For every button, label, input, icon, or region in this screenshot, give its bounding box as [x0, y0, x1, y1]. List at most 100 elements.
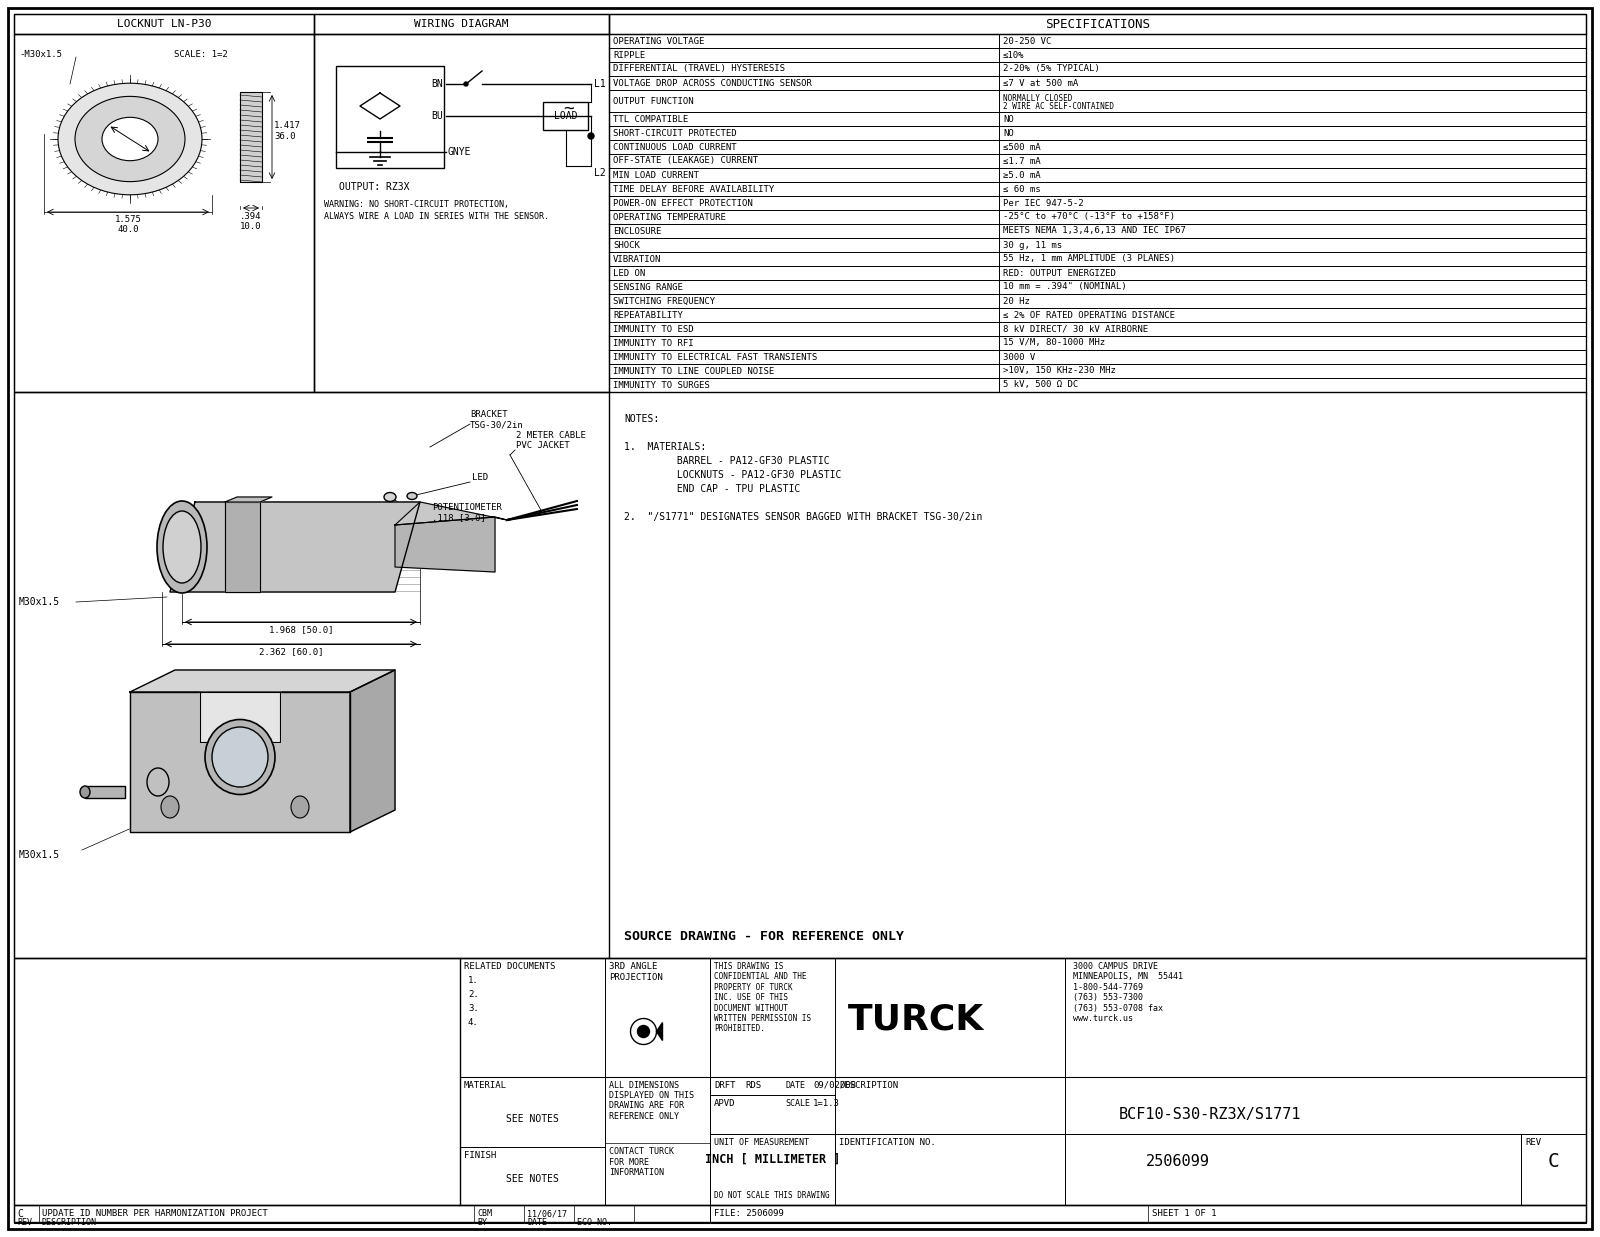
Text: ECO NO.: ECO NO.	[578, 1218, 611, 1227]
Text: 1.  MATERIALS:: 1. MATERIALS:	[624, 442, 706, 452]
Text: POTENTIOMETER
.118 [3.0]: POTENTIOMETER .118 [3.0]	[432, 502, 502, 522]
Text: TIME DELAY BEFORE AVAILABILITY: TIME DELAY BEFORE AVAILABILITY	[613, 184, 774, 193]
Text: DATE: DATE	[786, 1081, 805, 1090]
Text: UPDATE ID NUMBER PER HARMONIZATION PROJECT: UPDATE ID NUMBER PER HARMONIZATION PROJE…	[42, 1210, 267, 1218]
Text: ≤500 mA: ≤500 mA	[1003, 142, 1040, 151]
Text: OUTPUT FUNCTION: OUTPUT FUNCTION	[613, 96, 694, 105]
Polygon shape	[226, 502, 259, 593]
Text: 8 kV DIRECT/ 30 kV AIRBORNE: 8 kV DIRECT/ 30 kV AIRBORNE	[1003, 324, 1149, 334]
Bar	[610, 14, 1586, 33]
Text: SHOCK: SHOCK	[613, 240, 640, 250]
Text: >10V, 150 KHz-230 MHz: >10V, 150 KHz-230 MHz	[1003, 366, 1115, 376]
Text: 1=1.3: 1=1.3	[813, 1098, 840, 1107]
Text: RDS: RDS	[746, 1081, 762, 1090]
Ellipse shape	[102, 118, 158, 161]
Text: UNIT OF MEASUREMENT: UNIT OF MEASUREMENT	[714, 1138, 810, 1148]
Text: SEE NOTES: SEE NOTES	[506, 1174, 558, 1184]
Circle shape	[464, 82, 467, 87]
Text: BU: BU	[432, 111, 443, 121]
Text: 11/06/17: 11/06/17	[526, 1210, 566, 1218]
Text: NOTES:: NOTES:	[624, 414, 659, 424]
Text: 2.: 2.	[467, 990, 478, 999]
Text: WARNING: NO SHORT-CIRCUIT PROTECTION,: WARNING: NO SHORT-CIRCUIT PROTECTION,	[323, 200, 509, 209]
Ellipse shape	[291, 795, 309, 818]
Polygon shape	[395, 502, 507, 524]
Text: L1: L1	[594, 79, 606, 89]
Polygon shape	[170, 502, 419, 593]
Text: ≤ 60 ms: ≤ 60 ms	[1003, 184, 1040, 193]
Text: BRACKET
TSG-30/2in: BRACKET TSG-30/2in	[470, 409, 523, 429]
Text: IMMUNITY TO LINE COUPLED NOISE: IMMUNITY TO LINE COUPLED NOISE	[613, 366, 774, 376]
Text: 09/02/08: 09/02/08	[813, 1081, 856, 1090]
Ellipse shape	[384, 492, 397, 501]
Polygon shape	[130, 691, 350, 833]
Bar	[14, 14, 314, 33]
Text: 30 g, 11 ms: 30 g, 11 ms	[1003, 240, 1062, 250]
Text: Per IEC 947-5-2: Per IEC 947-5-2	[1003, 198, 1083, 208]
Text: C: C	[18, 1209, 22, 1218]
Text: MEETS NEMA 1,3,4,6,13 AND IEC IP67: MEETS NEMA 1,3,4,6,13 AND IEC IP67	[1003, 226, 1186, 235]
Text: 2.362 [60.0]: 2.362 [60.0]	[259, 647, 323, 656]
Polygon shape	[350, 670, 395, 833]
Text: 2.  "/S1771" DESIGNATES SENSOR BAGGED WITH BRACKET TSG-30/2in: 2. "/S1771" DESIGNATES SENSOR BAGGED WIT…	[624, 512, 982, 522]
Text: INCH [ MILLIMETER ]: INCH [ MILLIMETER ]	[706, 1153, 840, 1165]
Text: C: C	[1547, 1153, 1560, 1171]
Text: 2 METER CABLE
PVC JACKET: 2 METER CABLE PVC JACKET	[515, 430, 586, 450]
Text: OFF-STATE (LEAKAGE) CURRENT: OFF-STATE (LEAKAGE) CURRENT	[613, 157, 758, 166]
Text: RIPPLE: RIPPLE	[613, 51, 645, 59]
Text: SHEET 1 OF 1: SHEET 1 OF 1	[1152, 1209, 1216, 1218]
Bar	[14, 1205, 1586, 1222]
Text: MIN LOAD CURRENT: MIN LOAD CURRENT	[613, 171, 699, 179]
Text: CBM: CBM	[477, 1210, 493, 1218]
Text: ENCLOSURE: ENCLOSURE	[613, 226, 661, 235]
Circle shape	[637, 1025, 650, 1038]
Text: TTL COMPATIBLE: TTL COMPATIBLE	[613, 115, 688, 124]
Ellipse shape	[147, 768, 170, 795]
Text: 4.: 4.	[467, 1018, 478, 1027]
Text: SWITCHING FREQUENCY: SWITCHING FREQUENCY	[613, 297, 715, 306]
Text: M30x1.5: M30x1.5	[19, 597, 61, 607]
Text: 3000 V: 3000 V	[1003, 353, 1035, 361]
Text: RELATED DOCUMENTS: RELATED DOCUMENTS	[464, 962, 555, 971]
Text: GNYE: GNYE	[448, 147, 472, 157]
Text: SOURCE DRAWING - FOR REFERENCE ONLY: SOURCE DRAWING - FOR REFERENCE ONLY	[624, 930, 904, 943]
Text: SHORT-CIRCUIT PROTECTED: SHORT-CIRCUIT PROTECTED	[613, 129, 736, 137]
Text: POWER-ON EFFECT PROTECTION: POWER-ON EFFECT PROTECTION	[613, 198, 752, 208]
Bar	[14, 392, 1586, 957]
Text: THIS DRAWING IS
CONFIDENTIAL AND THE
PROPERTY OF TURCK
INC. USE OF THIS
DOCUMENT: THIS DRAWING IS CONFIDENTIAL AND THE PRO…	[714, 962, 811, 1033]
Text: IMMUNITY TO ESD: IMMUNITY TO ESD	[613, 324, 694, 334]
Text: LED ON: LED ON	[613, 268, 645, 277]
Text: IMMUNITY TO SURGES: IMMUNITY TO SURGES	[613, 381, 710, 390]
Text: ≤10%: ≤10%	[1003, 51, 1024, 59]
Text: RED: OUTPUT ENERGIZED: RED: OUTPUT ENERGIZED	[1003, 268, 1115, 277]
Polygon shape	[130, 670, 395, 691]
Text: VIBRATION: VIBRATION	[613, 255, 661, 263]
Text: 20-250 VC: 20-250 VC	[1003, 37, 1051, 46]
Text: 3RD ANGLE: 3RD ANGLE	[610, 962, 658, 971]
Text: ~: ~	[563, 100, 574, 118]
Text: REPEATABILITY: REPEATABILITY	[613, 310, 683, 319]
Text: CONTACT TURCK
FOR MORE
INFORMATION: CONTACT TURCK FOR MORE INFORMATION	[610, 1148, 674, 1178]
Text: SPECIFICATIONS: SPECIFICATIONS	[1045, 17, 1150, 31]
Text: NO: NO	[1003, 115, 1014, 124]
Bar	[542, 101, 589, 130]
Text: DESCRIPTION: DESCRIPTION	[42, 1218, 98, 1227]
Text: BY: BY	[477, 1218, 486, 1227]
Text: BARREL - PA12-GF30 PLASTIC: BARREL - PA12-GF30 PLASTIC	[624, 456, 830, 466]
Text: DESCRIPTION: DESCRIPTION	[838, 1081, 898, 1090]
Text: 1.417
36.0: 1.417 36.0	[274, 121, 301, 141]
Text: WIRING DIAGRAM: WIRING DIAGRAM	[414, 19, 509, 28]
Polygon shape	[200, 691, 280, 742]
Text: SCALE: SCALE	[786, 1098, 810, 1107]
Ellipse shape	[80, 785, 90, 798]
Polygon shape	[656, 1023, 662, 1040]
Bar	[314, 33, 610, 392]
Text: ALL DIMENSIONS
DISPLAYED ON THIS
DRAWING ARE FOR
REFERENCE ONLY: ALL DIMENSIONS DISPLAYED ON THIS DRAWING…	[610, 1081, 694, 1121]
Ellipse shape	[406, 492, 418, 500]
Text: FINISH: FINISH	[464, 1152, 496, 1160]
Text: 2506099: 2506099	[1146, 1154, 1210, 1169]
Text: ≤ 2% OF RATED OPERATING DISTANCE: ≤ 2% OF RATED OPERATING DISTANCE	[1003, 310, 1174, 319]
Text: M30x1.5: M30x1.5	[19, 850, 61, 860]
Text: OPERATING VOLTAGE: OPERATING VOLTAGE	[613, 37, 704, 46]
Ellipse shape	[211, 727, 269, 787]
